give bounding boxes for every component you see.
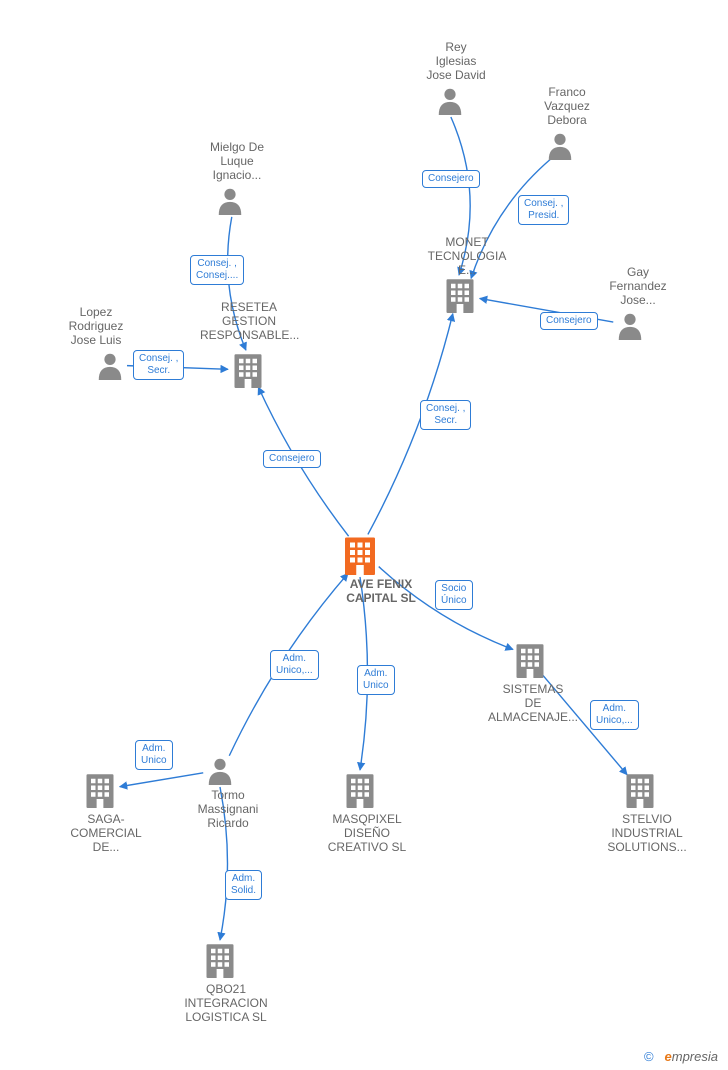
node-label[interactable]: MASQPIXEL DISEÑO CREATIVO SL <box>322 812 412 854</box>
person-icon[interactable] <box>219 189 242 215</box>
copyright-symbol: © <box>644 1049 654 1064</box>
company-icon[interactable] <box>87 774 114 808</box>
node-label[interactable]: SISTEMAS DE ALMACENAJE... <box>485 682 581 724</box>
edge-label[interactable]: Consej. , Consej.... <box>190 255 244 285</box>
brand-accent: e <box>665 1049 672 1064</box>
node-label[interactable]: Tormo Massignani Ricardo <box>190 788 266 830</box>
edge-label[interactable]: Consej. , Presid. <box>518 195 569 225</box>
relationship-edge <box>120 773 204 787</box>
node-label[interactable]: SAGA- COMERCIAL DE... <box>65 812 147 854</box>
edge-label[interactable]: Adm. Unico <box>357 665 395 695</box>
person-icon[interactable] <box>549 134 572 160</box>
node-label[interactable]: AVE FENIX CAPITAL SL <box>326 577 436 605</box>
edge-label[interactable]: Consejero <box>263 450 321 468</box>
node-label[interactable]: Franco Vazquez Debora <box>535 85 599 127</box>
brand-rest: mpresia <box>672 1049 718 1064</box>
company-icon[interactable] <box>517 644 544 678</box>
company-icon[interactable] <box>235 354 262 388</box>
company-center-icon[interactable] <box>345 538 375 576</box>
diagram-canvas <box>0 0 728 1070</box>
edge-label[interactable]: Consej. , Secr. <box>133 350 184 380</box>
edge-label[interactable]: Adm. Unico,... <box>270 650 319 680</box>
node-label[interactable]: Rey Iglesias Jose David <box>420 40 492 82</box>
person-icon[interactable] <box>619 314 642 340</box>
node-label[interactable]: Lopez Rodriguez Jose Luis <box>60 305 132 347</box>
node-label[interactable]: STELVIO INDUSTRIAL SOLUTIONS... <box>602 812 692 854</box>
node-label[interactable]: Mielgo De Luque Ignacio... <box>202 140 272 182</box>
company-icon[interactable] <box>347 774 374 808</box>
edge-label[interactable]: Socio Único <box>435 580 473 610</box>
person-icon[interactable] <box>439 89 462 115</box>
node-label[interactable]: RESETEA GESTION RESPONSABLE... <box>200 300 298 342</box>
person-icon[interactable] <box>99 354 122 380</box>
edge-label[interactable]: Consejero <box>540 312 598 330</box>
node-label[interactable]: QBO21 INTEGRACION LOGISTICA SL <box>178 982 274 1024</box>
node-label[interactable]: Gay Fernandez Jose... <box>602 265 674 307</box>
company-icon[interactable] <box>627 774 654 808</box>
company-icon[interactable] <box>447 279 474 313</box>
footer-branding: © empresia <box>644 1049 718 1064</box>
edge-label[interactable]: Consejero <box>422 170 480 188</box>
edge-label[interactable]: Adm. Unico,... <box>590 700 639 730</box>
person-icon[interactable] <box>209 759 232 785</box>
edge-label[interactable]: Adm. Unico <box>135 740 173 770</box>
company-icon[interactable] <box>207 944 234 978</box>
node-label[interactable]: MONET TECNOLOGIA E... <box>422 235 512 277</box>
edge-label[interactable]: Adm. Solid. <box>225 870 262 900</box>
edge-label[interactable]: Consej. , Secr. <box>420 400 471 430</box>
